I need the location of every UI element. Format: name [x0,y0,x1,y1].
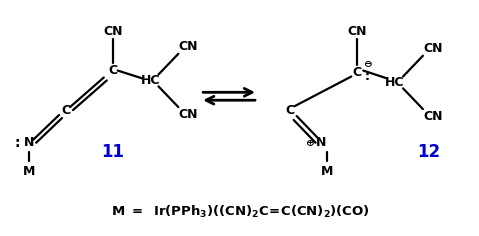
Text: C: C [108,64,117,77]
Text: M: M [23,165,35,178]
Text: :: : [14,136,20,150]
Text: CN: CN [423,42,443,55]
Text: N: N [24,136,34,149]
Text: ⊕: ⊕ [305,138,314,148]
Text: CN: CN [423,110,443,122]
Text: N: N [316,136,327,149]
Text: 11: 11 [101,143,124,161]
Text: CN: CN [179,40,198,53]
Text: CN: CN [348,25,367,38]
Text: HC: HC [385,76,405,89]
Text: :: : [365,70,370,83]
Text: HC: HC [141,74,160,87]
Text: C: C [285,104,294,117]
Text: ⊖: ⊖ [363,59,372,69]
Text: $\mathbf{M\ =\ \ Ir(PPh_3)((CN)_2C\!=\!C(CN)_2)(CO)}$: $\mathbf{M\ =\ \ Ir(PPh_3)((CN)_2C\!=\!C… [111,204,369,220]
Text: 12: 12 [417,143,441,161]
Text: M: M [321,165,334,178]
Text: CN: CN [179,108,198,121]
Text: C: C [61,104,70,117]
Text: CN: CN [103,25,123,38]
Text: C: C [353,66,362,79]
